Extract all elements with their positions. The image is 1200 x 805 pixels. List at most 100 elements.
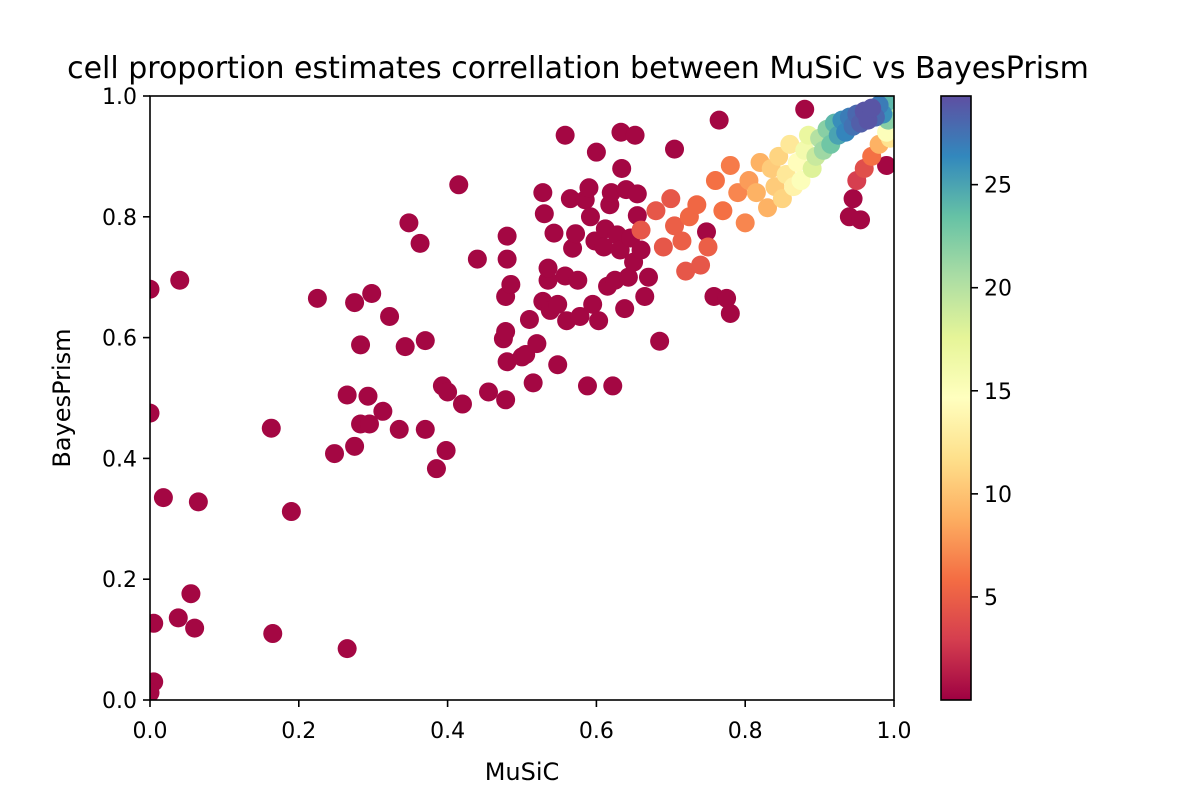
data-point bbox=[467, 249, 487, 269]
data-point bbox=[362, 284, 382, 304]
data-point bbox=[697, 222, 717, 242]
data-point bbox=[436, 441, 456, 461]
y-axis-ticks: 0.0 0.2 0.4 0.6 0.8 1.0 bbox=[102, 85, 150, 714]
data-point bbox=[570, 306, 590, 326]
data-point bbox=[568, 270, 588, 290]
data-point bbox=[583, 294, 603, 314]
data-point bbox=[497, 226, 517, 246]
data-point bbox=[615, 299, 635, 319]
colorbar bbox=[940, 95, 972, 701]
data-point bbox=[631, 220, 651, 240]
data-point bbox=[555, 125, 575, 145]
data-point bbox=[780, 134, 800, 154]
data-point bbox=[415, 331, 435, 351]
data-point bbox=[877, 155, 894, 175]
x-tick-label: 0.6 bbox=[579, 719, 614, 744]
data-point bbox=[523, 373, 543, 393]
data-point bbox=[345, 293, 365, 313]
data-point bbox=[261, 418, 281, 438]
data-point bbox=[687, 195, 707, 215]
data-point bbox=[638, 267, 658, 287]
data-point bbox=[635, 287, 655, 307]
data-point bbox=[843, 189, 863, 209]
data-point bbox=[337, 385, 357, 405]
data-point bbox=[728, 183, 748, 203]
x-tick-label: 0.0 bbox=[133, 719, 168, 744]
data-point bbox=[548, 294, 568, 314]
colorbar-tick-label: 20 bbox=[984, 277, 1012, 302]
x-tick-label: 1.0 bbox=[877, 719, 912, 744]
data-point bbox=[185, 618, 205, 638]
data-point bbox=[452, 394, 472, 414]
data-point bbox=[449, 175, 469, 195]
data-point bbox=[188, 492, 208, 512]
data-point bbox=[501, 274, 521, 294]
y-axis-label: BayesPrism bbox=[48, 328, 76, 467]
data-point bbox=[665, 139, 685, 159]
data-point bbox=[579, 178, 599, 198]
data-point bbox=[325, 444, 345, 464]
data-point bbox=[795, 99, 815, 119]
data-point bbox=[534, 204, 554, 224]
y-tick-label: 0.2 bbox=[102, 568, 137, 593]
x-tick-label: 0.8 bbox=[728, 719, 763, 744]
data-point bbox=[519, 309, 539, 329]
data-point bbox=[691, 255, 711, 275]
data-point bbox=[758, 198, 778, 218]
data-point bbox=[646, 201, 666, 221]
data-point bbox=[580, 207, 600, 227]
colorbar-tick-label: 15 bbox=[984, 380, 1012, 405]
colorbar-tick-label: 5 bbox=[984, 586, 998, 611]
data-point bbox=[181, 584, 201, 604]
data-point bbox=[720, 155, 740, 175]
data-point bbox=[589, 311, 609, 331]
data-point bbox=[153, 488, 173, 508]
x-tick-label: 0.4 bbox=[430, 719, 465, 744]
data-point bbox=[150, 683, 160, 700]
data-point bbox=[566, 224, 586, 244]
x-axis-ticks: 0.0 0.2 0.4 0.6 0.8 1.0 bbox=[133, 700, 912, 744]
data-point bbox=[627, 184, 647, 204]
data-point bbox=[337, 639, 357, 659]
data-point bbox=[672, 231, 692, 251]
data-point bbox=[359, 414, 379, 434]
data-point bbox=[735, 213, 755, 233]
data-point bbox=[650, 331, 670, 351]
data-point bbox=[653, 237, 673, 257]
data-point bbox=[358, 386, 378, 406]
data-point bbox=[611, 122, 631, 142]
data-point bbox=[527, 334, 547, 354]
data-point bbox=[769, 146, 789, 166]
data-point bbox=[548, 355, 568, 375]
data-point bbox=[497, 249, 517, 269]
data-point bbox=[389, 419, 409, 439]
y-tick-label: 0.8 bbox=[102, 206, 137, 231]
data-point bbox=[676, 261, 696, 281]
data-point bbox=[713, 201, 733, 221]
data-point bbox=[373, 401, 393, 421]
y-tick-label: 0.6 bbox=[102, 327, 137, 352]
data-point bbox=[618, 267, 638, 287]
data-point bbox=[705, 171, 725, 191]
data-point bbox=[631, 240, 651, 260]
x-tick-label: 0.2 bbox=[281, 719, 316, 744]
colorbar-tick-label: 25 bbox=[984, 174, 1012, 199]
data-point bbox=[746, 183, 766, 203]
y-tick-label: 0.4 bbox=[102, 447, 137, 472]
plot-frame bbox=[149, 95, 895, 701]
data-point bbox=[497, 352, 517, 372]
data-point bbox=[661, 189, 681, 209]
data-point bbox=[395, 337, 415, 357]
data-point bbox=[625, 125, 645, 145]
data-point bbox=[720, 303, 740, 323]
data-point bbox=[426, 459, 446, 479]
chart-title: cell proportion estimates correllation b… bbox=[67, 51, 1089, 86]
data-point bbox=[380, 306, 400, 326]
data-point bbox=[603, 376, 623, 396]
data-point bbox=[577, 376, 597, 396]
data-point bbox=[560, 189, 580, 209]
data-point bbox=[307, 288, 327, 308]
data-point bbox=[281, 502, 301, 522]
